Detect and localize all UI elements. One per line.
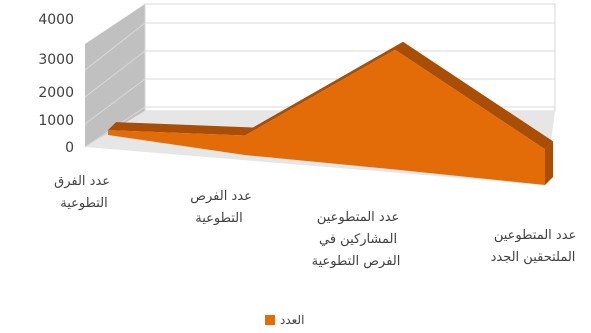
chart-side-wall (85, 4, 145, 147)
y-axis: 4000 3000 2000 1000 0 (38, 12, 74, 156)
area-end-face (545, 141, 553, 185)
area-series (108, 41, 553, 185)
category-label: عدد المتطوعين المشاركين في الفرص التطوعي… (312, 210, 401, 269)
y-tick-label: 2000 (38, 85, 74, 101)
legend: العدد (265, 313, 304, 327)
x-axis: عدد الفرق التطوعية عدد الفرص التطوعية عد… (50, 174, 577, 269)
y-tick-label: 4000 (38, 12, 74, 28)
y-tick-label: 3000 (38, 52, 74, 68)
category-label: عدد المتطوعين الملتحقين الجدد (490, 228, 577, 265)
y-tick-label: 0 (65, 140, 74, 156)
category-label: عدد الفرق التطوعية (50, 174, 110, 211)
y-tick-label: 1000 (38, 113, 74, 129)
area-top-face (108, 41, 553, 150)
category-label: عدد الفرص التطوعية (186, 189, 252, 226)
area-front-face (108, 49, 545, 185)
legend-label: العدد (280, 313, 304, 327)
legend-swatch (265, 315, 275, 325)
gridline (84, 50, 555, 98)
gridline (84, 22, 555, 71)
